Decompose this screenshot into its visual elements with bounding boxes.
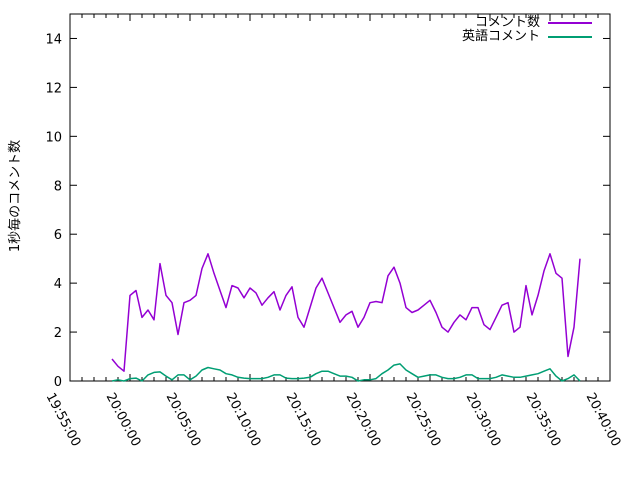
x-tick-label-group: 20:05:00 bbox=[163, 391, 204, 450]
series-line-0 bbox=[111, 253, 581, 372]
x-tick-label-group: 20:25:00 bbox=[403, 391, 444, 450]
legend: コメント数 英語コメント bbox=[462, 16, 592, 43]
x-tick-label-group: 19:55:00 bbox=[43, 391, 84, 450]
y-tick-label: 2 bbox=[54, 326, 62, 341]
x-tick-label: 20:25:00 bbox=[403, 391, 444, 450]
x-tick-label-group: 20:10:00 bbox=[223, 391, 264, 450]
x-tick-label: 20:00:00 bbox=[103, 391, 144, 450]
x-tick-label-group: 20:00:00 bbox=[103, 391, 144, 450]
legend-line-sample-comments bbox=[548, 21, 592, 24]
x-tick-label-group: 20:30:00 bbox=[463, 391, 504, 450]
legend-label-english-comments: 英語コメント bbox=[461, 29, 540, 44]
x-tick-label: 20:30:00 bbox=[463, 391, 504, 450]
y-tick-label: 6 bbox=[54, 228, 62, 243]
y-tick-label: 4 bbox=[54, 277, 62, 292]
y-tick-label: 14 bbox=[45, 32, 62, 47]
x-tick-label: 20:15:00 bbox=[283, 391, 324, 450]
plot-border bbox=[69, 13, 611, 382]
y-tick-label: 10 bbox=[45, 130, 62, 145]
x-tick-label-group: 20:20:00 bbox=[343, 391, 384, 450]
x-tick-label: 20:35:00 bbox=[523, 391, 564, 450]
x-tick-label-group: 20:35:00 bbox=[523, 391, 564, 450]
y-tick-label: 12 bbox=[45, 81, 62, 96]
x-tick-label: 20:05:00 bbox=[163, 391, 204, 450]
x-tick-label-group: 20:15:00 bbox=[283, 391, 324, 450]
y-tick-label: 8 bbox=[54, 179, 62, 194]
x-tick-label-group: 20:40:00 bbox=[583, 391, 624, 450]
legend-line-sample-english-comments bbox=[548, 35, 592, 38]
x-tick-label: 19:55:00 bbox=[43, 391, 84, 450]
y-axis-title: 1秒毎のコメント数 bbox=[8, 139, 23, 253]
legend-row-english-comments: 英語コメント bbox=[462, 30, 592, 43]
y-tick-label: 0 bbox=[54, 375, 62, 390]
x-tick-label: 20:20:00 bbox=[343, 391, 384, 450]
legend-row-comments: コメント数 bbox=[462, 16, 592, 29]
series-line-1 bbox=[111, 363, 581, 382]
x-tick-label: 20:10:00 bbox=[223, 391, 264, 450]
x-tick-label: 20:40:00 bbox=[583, 391, 624, 450]
legend-label-comments: コメント数 bbox=[474, 15, 540, 30]
